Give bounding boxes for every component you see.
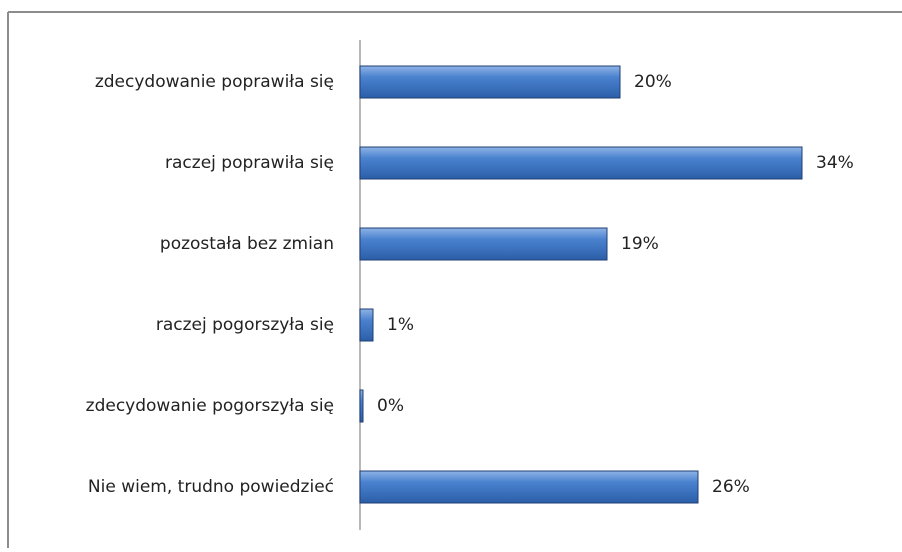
- category-label: zdecydowanie pogorszyła się: [86, 396, 334, 416]
- bar: [359, 389, 364, 423]
- value-label: 34%: [816, 153, 854, 173]
- bar: [359, 146, 803, 180]
- value-label: 19%: [621, 234, 659, 254]
- category-label: zdecydowanie poprawiła się: [95, 72, 334, 92]
- value-label: 20%: [634, 72, 672, 92]
- category-label: Nie wiem, trudno powiedzieć: [88, 477, 334, 497]
- value-label: 1%: [387, 315, 414, 335]
- value-label: 0%: [377, 396, 404, 416]
- category-label: raczej pogorszyła się: [156, 315, 334, 335]
- bar: [359, 65, 621, 99]
- bar: [359, 227, 608, 261]
- bar: [359, 308, 374, 342]
- bar: [359, 470, 699, 504]
- category-label: pozostała bez zmian: [160, 234, 334, 254]
- category-label: raczej poprawiła się: [165, 153, 334, 173]
- value-label: 26%: [712, 477, 750, 497]
